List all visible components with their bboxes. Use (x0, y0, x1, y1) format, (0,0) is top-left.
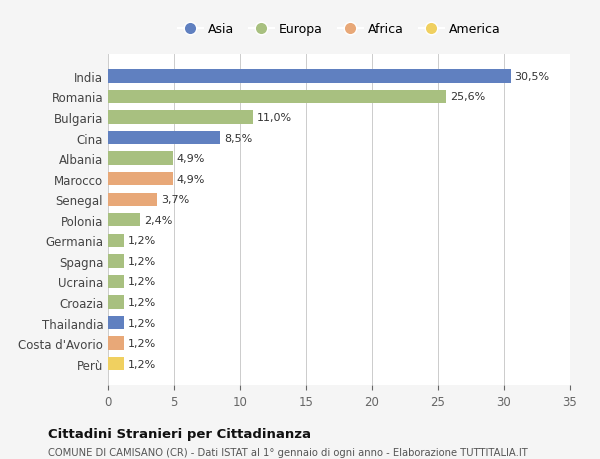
Bar (108, 316, 124, 330)
Bar (108, 275, 124, 289)
Text: 11,0%: 11,0% (257, 113, 292, 123)
Bar (108, 337, 124, 350)
Text: 25,6%: 25,6% (450, 92, 485, 102)
Bar (108, 357, 124, 370)
Text: 1,2%: 1,2% (128, 256, 156, 266)
Bar (108, 111, 253, 124)
Text: 1,2%: 1,2% (128, 277, 156, 287)
Bar (108, 132, 220, 145)
Text: 1,2%: 1,2% (128, 338, 156, 348)
Bar (108, 70, 511, 84)
Bar (108, 296, 124, 309)
Text: 2,4%: 2,4% (143, 215, 172, 225)
Bar (108, 213, 140, 227)
Text: COMUNE DI CAMISANO (CR) - Dati ISTAT al 1° gennaio di ogni anno - Elaborazione T: COMUNE DI CAMISANO (CR) - Dati ISTAT al … (48, 448, 528, 458)
Text: 1,2%: 1,2% (128, 359, 156, 369)
Text: 1,2%: 1,2% (128, 318, 156, 328)
Bar (108, 234, 124, 247)
Bar (108, 90, 446, 104)
Text: Cittadini Stranieri per Cittadinanza: Cittadini Stranieri per Cittadinanza (48, 427, 311, 440)
Legend: Asia, Europa, Africa, America: Asia, Europa, Africa, America (173, 18, 505, 41)
Text: 1,2%: 1,2% (128, 297, 156, 308)
Bar (108, 255, 124, 268)
Bar (108, 193, 157, 207)
Bar (108, 173, 173, 186)
Text: 8,5%: 8,5% (224, 133, 253, 143)
Text: 3,7%: 3,7% (161, 195, 189, 205)
Text: 4,9%: 4,9% (176, 154, 205, 164)
Text: 30,5%: 30,5% (515, 72, 550, 82)
Bar (108, 152, 173, 165)
Text: 4,9%: 4,9% (176, 174, 205, 185)
Text: 1,2%: 1,2% (128, 236, 156, 246)
